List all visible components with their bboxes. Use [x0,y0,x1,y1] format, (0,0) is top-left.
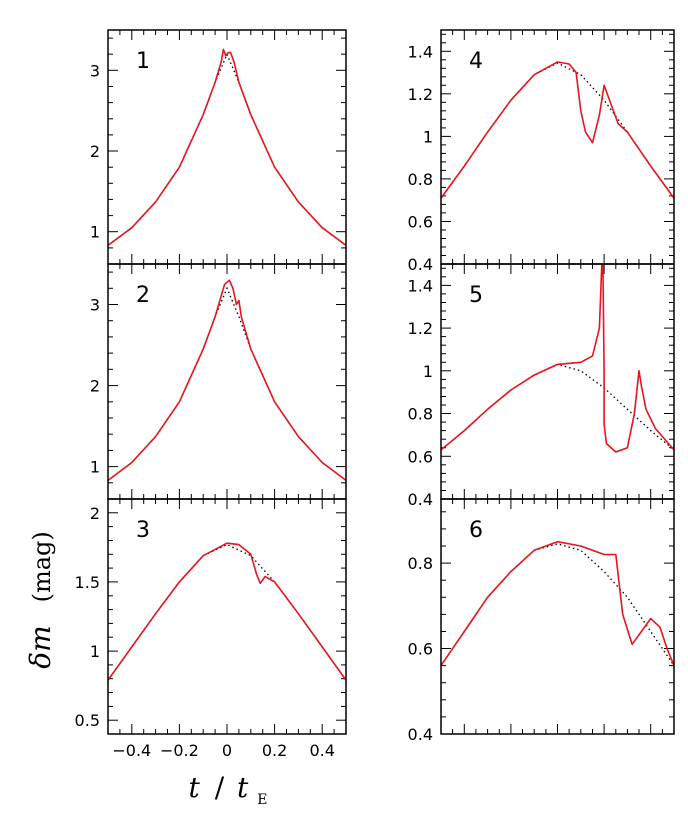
p1-ytick-label: 2 [90,142,100,161]
p4-ytick-label: 1.4 [408,42,433,61]
p3-ytick-label: 1.5 [75,573,100,592]
p3-panel-number: 3 [136,518,150,543]
y-axis-label-symbol: δm [24,625,57,668]
p4-point-lens-curve [441,62,674,199]
p3-model-curve [108,542,346,681]
p5-panel-number: 5 [469,283,483,308]
p4-panel-number: 4 [469,49,483,74]
x-axis-label-t: t [189,771,201,804]
p6-ytick-label: 0.6 [408,640,433,659]
p4-ytick-label: 1.2 [408,85,433,104]
y-axis-label: δm (mag) [24,531,57,668]
x-axis-label-sub: E [257,792,267,808]
p6-panel-number: 6 [469,518,483,543]
p1-ytick-label: 3 [90,61,100,80]
panel-4: 0.4 0.6 0.8 1 1.2 1.4 4 [408,29,675,274]
p6-ytick-label: 0.8 [408,554,433,573]
p5-ytick-label: 0.8 [408,405,433,424]
panels-group: 1 2 3 1 0.4 0.6 0.8 1 1.2 1.4 4 1 2 3 2 0.4 0.6 0.8 1 1.2 1.… [75,29,675,760]
p1-point-lens-curve [108,52,346,246]
panel-3: 0.5 1 1.5 2 −0.4 −0.2 0 0.2 0.4 3 [75,498,347,760]
x-axis-label: t / t E [189,771,268,808]
p5-ytick-label: 1.2 [408,319,433,338]
p4-model-curve [441,61,674,199]
p3-ytick-label: 1 [90,642,100,661]
panel-5: 0.4 0.6 0.8 1 1.2 1.4 5 [408,263,675,509]
panel-2: 1 2 3 2 [90,263,347,500]
p5-ytick-label: 0.6 [408,447,433,466]
y-axis-label-unit: (mag) [28,531,56,602]
p3-xtick-label: −0.2 [160,741,199,760]
p2-model-curve [108,279,346,482]
panel-6: 0.4 0.6 0.8 6 [408,498,675,744]
p2-ytick-label: 2 [90,377,100,396]
x-axis-label-sep: / [215,771,225,804]
p3-xtick-label: −0.4 [112,741,151,760]
x-axis-label-tE: t [237,771,249,804]
p4-ytick-label: 0.8 [408,170,433,189]
p3-xtick-label: 0.4 [309,741,334,760]
panel-1: 1 2 3 1 [90,29,347,265]
p6-frame [440,498,675,735]
p3-ytick-label: 0.5 [75,711,100,730]
p4-ytick-label: 0.4 [408,255,433,274]
p3-frame [107,498,347,735]
p4-ytick-label: 0.6 [408,213,433,232]
p5-ytick-label: 1.4 [408,276,433,295]
p6-point-lens-curve [441,543,674,666]
p1-ytick-label: 1 [90,223,100,242]
p6-ytick-label: 0.4 [408,725,433,744]
p3-ytick-label: 2 [90,504,100,523]
p2-ytick-label: 3 [90,296,100,315]
p1-model-curve [108,48,346,247]
p3-xtick-label: 0.2 [262,741,287,760]
p5-model-curve [441,264,674,453]
p2-point-lens-curve [108,286,346,481]
p2-panel-number: 2 [136,283,150,308]
p5-ytick-label: 1 [423,362,433,381]
p3-point-lens-curve [108,543,346,681]
p1-panel-number: 1 [136,49,150,74]
p3-xtick-label: 0 [222,741,232,760]
p5-ytick-label: 0.4 [408,490,433,509]
p2-ytick-label: 1 [90,458,100,477]
p6-model-curve [441,540,674,667]
p4-ytick-label: 1 [423,127,433,146]
